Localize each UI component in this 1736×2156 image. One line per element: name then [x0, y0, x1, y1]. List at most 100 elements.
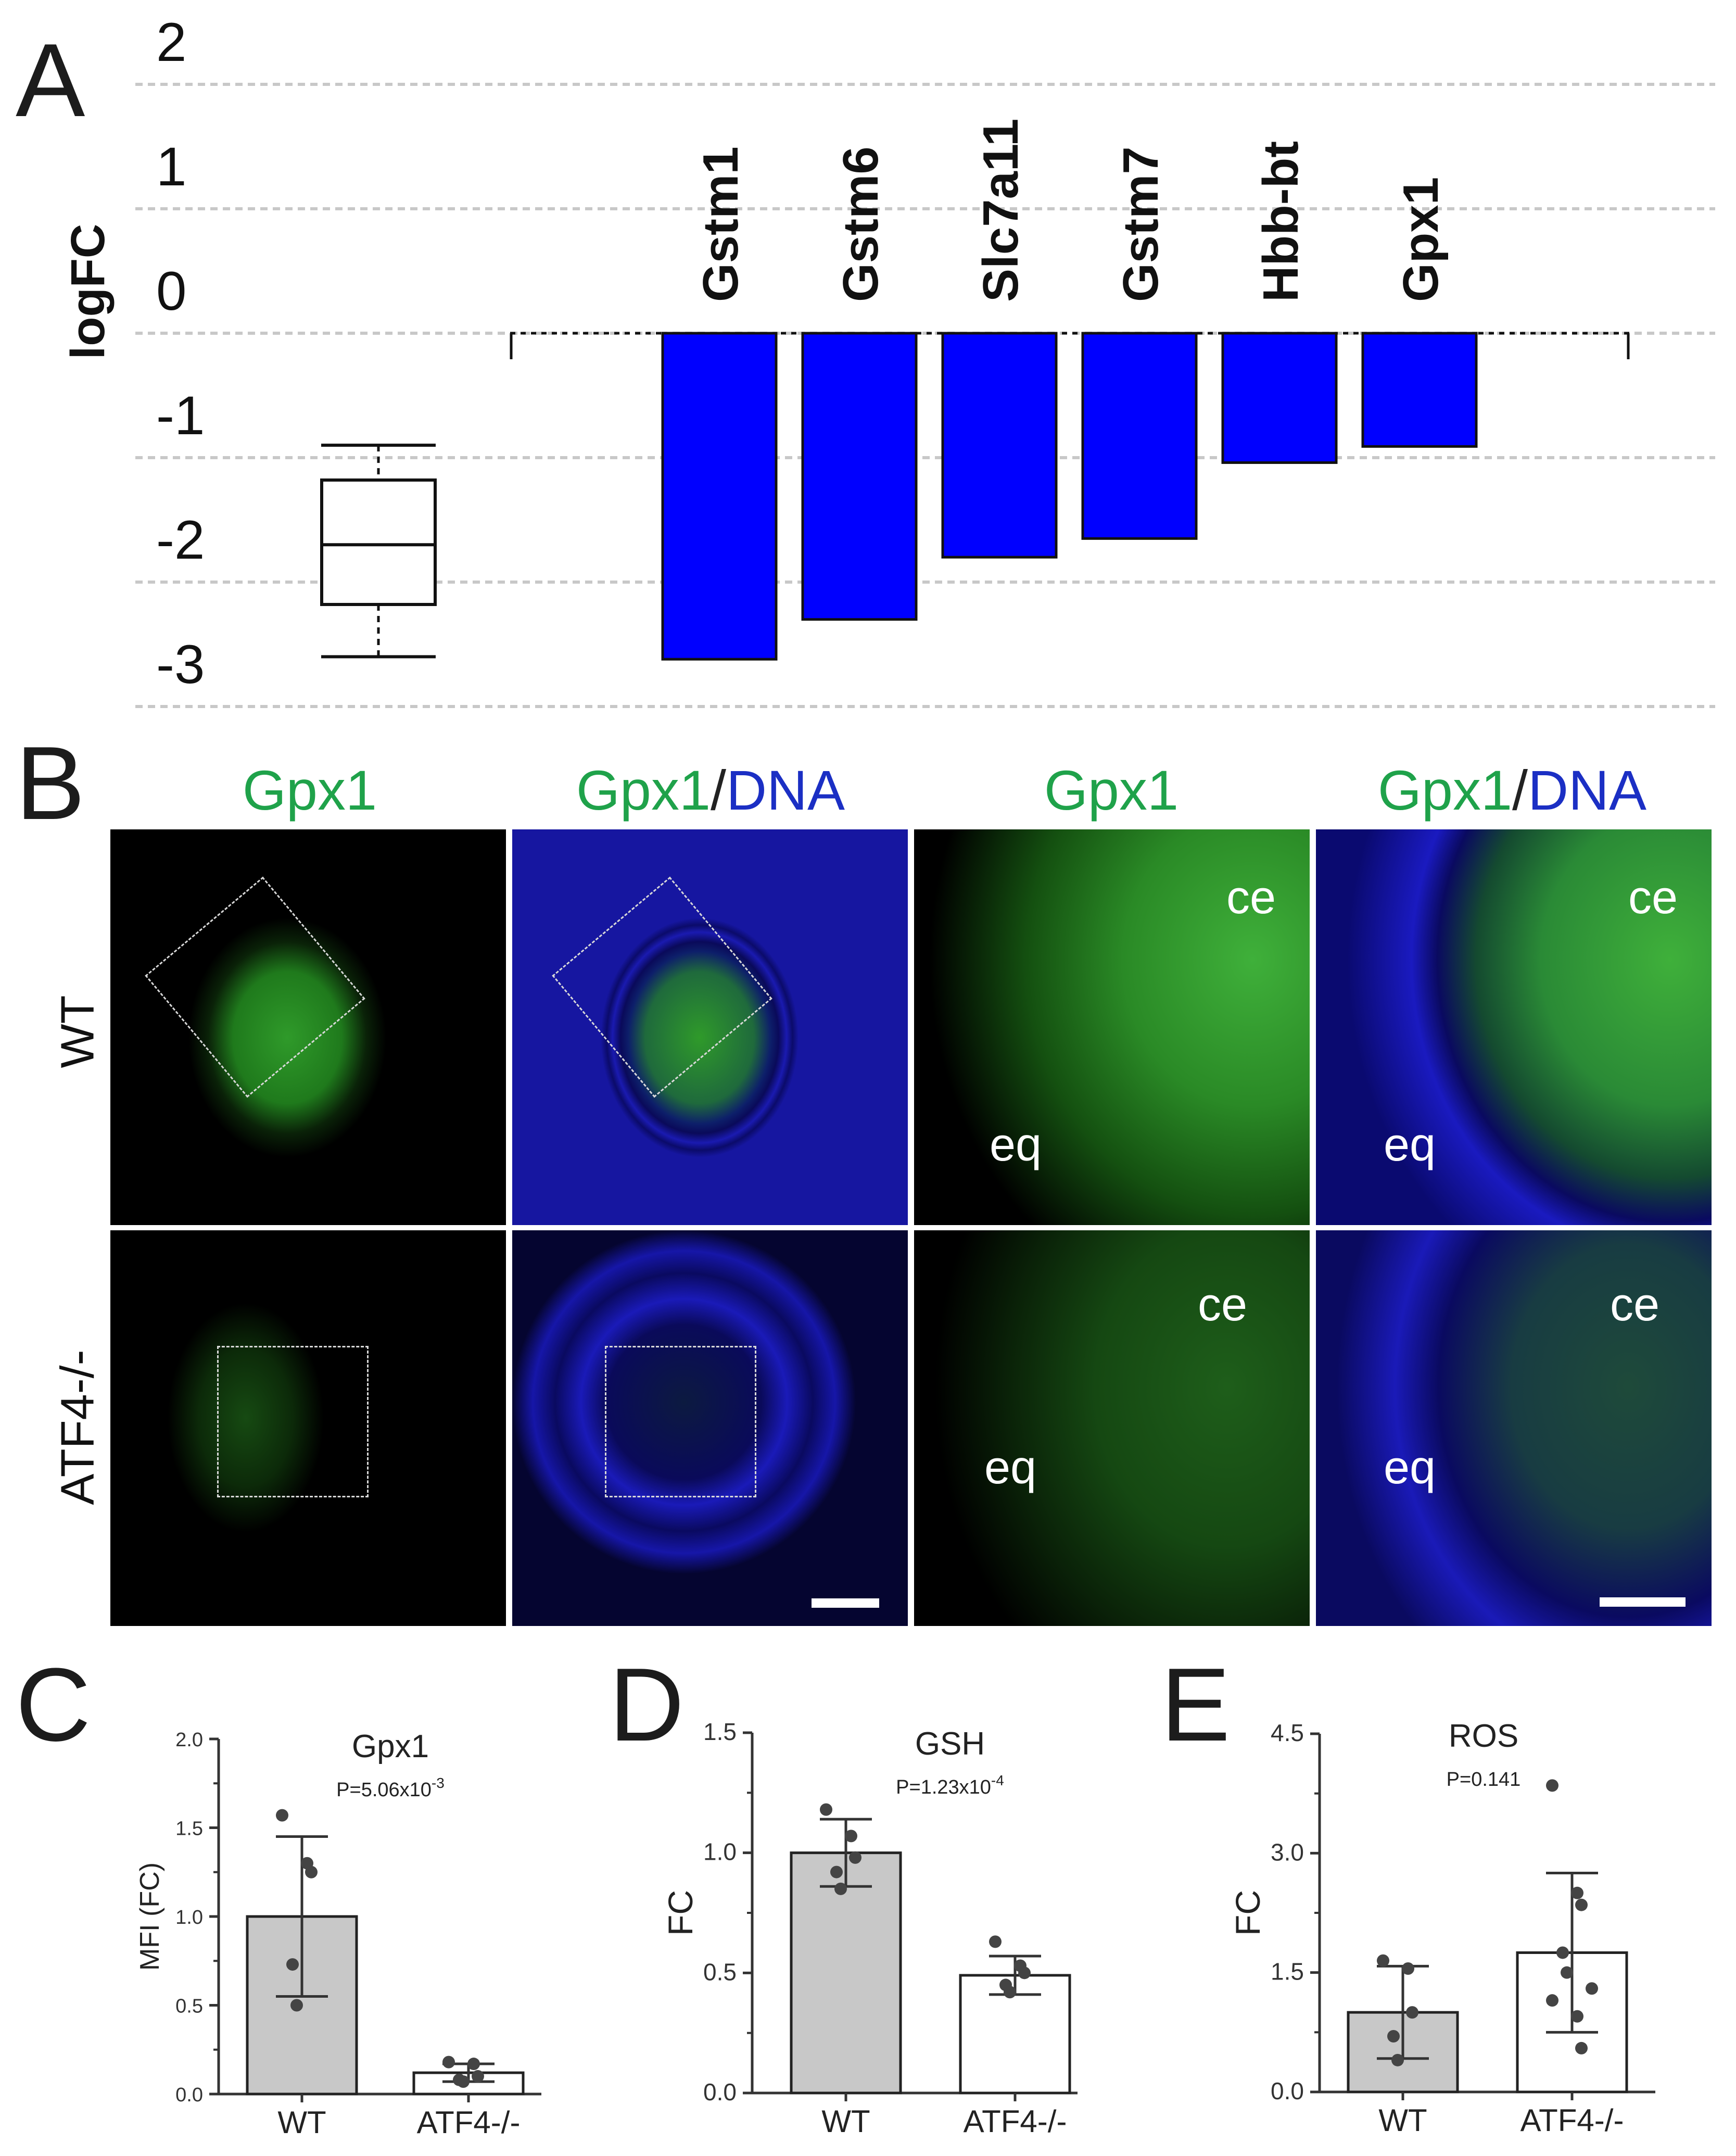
y-axis-label: FC [1228, 1890, 1267, 1936]
region-label-eq: eq [984, 1442, 1037, 1494]
y-tick-label: 1 [156, 136, 186, 197]
x-tick-label: ATF4-/- [417, 2105, 521, 2140]
micrograph-atf4-merge-zoom: ce eq [1316, 1230, 1712, 1626]
data-point [457, 2075, 470, 2088]
data-point [1546, 1779, 1558, 1792]
y-tick-label: 0.0 [703, 2078, 737, 2105]
scale-bar [812, 1598, 879, 1608]
micrograph-wt-merge-zoom: ce eq [1316, 829, 1712, 1225]
inset-box [217, 1346, 369, 1497]
data-point [1571, 2010, 1583, 2023]
box-iqr [320, 478, 437, 607]
data-point [1391, 2053, 1404, 2066]
col-title-blue: DNA [1528, 759, 1647, 822]
region-label-eq: eq [1384, 1442, 1436, 1494]
y-axis-label: FC [661, 1890, 700, 1936]
col-title-slash: / [711, 759, 727, 822]
col-title-4: Gpx1/DNA [1314, 758, 1710, 823]
col-title-1: Gpx1 [112, 758, 508, 823]
region-label-ce: ce [1628, 872, 1678, 924]
data-point [290, 1999, 303, 2012]
data-point [1556, 1946, 1569, 1959]
y-tick-label: 4.5 [1271, 1719, 1304, 1746]
micrograph-wt-gpx1-zoom: ce eq [914, 829, 1310, 1225]
x-tick-label: ATF4-/- [964, 2104, 1067, 2139]
data-point [1406, 2006, 1418, 2019]
data-point [442, 2056, 455, 2069]
y-tick-label: 0.0 [1271, 2077, 1304, 2104]
bar [1081, 332, 1198, 540]
data-point [1387, 2029, 1400, 2042]
bar [661, 332, 778, 661]
scale-bar [1600, 1597, 1686, 1607]
category-label: Gpx1 [1393, 177, 1449, 302]
y-axis-label: MFI (FC) [135, 1862, 165, 1971]
micrograph-wt-gpx1-overview [110, 829, 506, 1225]
data-point [276, 1809, 288, 1822]
y-axis-label: logFC [61, 224, 115, 360]
panel-letter-c: C [16, 1647, 91, 1763]
data-point [834, 1882, 847, 1895]
region-label-eq: eq [1384, 1119, 1436, 1171]
panel-letter-b: B [16, 725, 85, 841]
y-tick-label: 1.5 [703, 1718, 737, 1745]
bar [941, 332, 1058, 559]
data-point [849, 1851, 861, 1864]
category-label: Slc7a11 [973, 119, 1029, 302]
col-title-blue: DNA [726, 759, 845, 822]
col-title-3: Gpx1 [914, 758, 1309, 823]
col-title-green: Gpx1 [1377, 759, 1513, 822]
data-point [1575, 2041, 1588, 2054]
micrograph-atf4-gpx1-zoom: ce eq [914, 1230, 1310, 1626]
inset-box [552, 876, 772, 1098]
inset-box [605, 1346, 756, 1497]
panel-c-chart: 0.0 0.5 1.0 1.5 2.0 MFI (FC) Gpx1 P=5.06x10-3 WT… [135, 1729, 541, 2140]
category-label: Gstm6 [833, 146, 889, 302]
data-point [1377, 1954, 1389, 1967]
panel-d-chart: 0.0 0.5 1.0 1.5 FC GSH P=1.23x10-4 WT ATF4-/- [661, 1718, 1078, 2139]
col-title-green: Gpx1 [576, 759, 711, 822]
y-tick-label: 2.0 [175, 1729, 203, 1751]
micrograph-atf4-gpx1-overview [110, 1230, 506, 1626]
y-tick-label: 0.5 [175, 1996, 203, 2018]
data-point [1004, 1986, 1016, 1999]
chart-title: Gpx1 [352, 1729, 429, 1764]
data-point [830, 1865, 843, 1878]
col-title-green: Gpx1 [1044, 759, 1179, 822]
category-label: Gstm7 [1113, 146, 1169, 302]
micrograph-atf4-merge-overview [512, 1230, 908, 1626]
row-label-atf4: ATF4-/- [52, 1350, 104, 1505]
micrograph-wt-merge-overview [512, 829, 908, 1225]
col-title-2: Gpx1/DNA [513, 758, 908, 823]
data-point [1571, 1886, 1583, 1899]
data-point [286, 1958, 299, 1971]
data-point [467, 2058, 480, 2071]
y-tick-label: 0.5 [703, 1958, 737, 1985]
col-title-slash: / [1512, 759, 1528, 822]
data-point [1546, 1994, 1558, 2007]
panel-letter-d: D [609, 1647, 685, 1763]
y-tick-label: -2 [156, 510, 205, 571]
y-tick-label: 1.5 [175, 1818, 203, 1840]
data-point [305, 1865, 318, 1878]
region-label-ce: ce [1226, 872, 1276, 924]
panel-letter-e: E [1161, 1647, 1231, 1763]
panel-letter-a: A [16, 22, 85, 138]
p-value-exponent: -4 [991, 1772, 1004, 1788]
y-tick-label: -3 [156, 634, 205, 695]
data-point [1018, 1966, 1031, 1980]
p-value: P=1.23x10-4 [896, 1772, 1004, 1798]
y-tick-label: 1.0 [175, 1907, 203, 1928]
bar [1361, 332, 1478, 448]
panel-a-chart: 2 1 0 -1 -2 -3 logFC Gstm1 Gstm6 Slc7a11 Gstm7 Hbb-… [61, 12, 1715, 708]
data-point [845, 1830, 857, 1843]
y-tick-label: 3.0 [1271, 1838, 1304, 1865]
col-title-green: Gpx1 [242, 759, 377, 822]
chart-title: GSH [915, 1726, 985, 1762]
y-tick-label: -1 [156, 385, 205, 446]
y-tick-label: 1.5 [1271, 1958, 1304, 1985]
bar [1221, 332, 1338, 464]
inset-box [145, 876, 365, 1098]
y-tick-label: 2 [156, 12, 186, 73]
category-label: Gstm1 [693, 146, 749, 302]
